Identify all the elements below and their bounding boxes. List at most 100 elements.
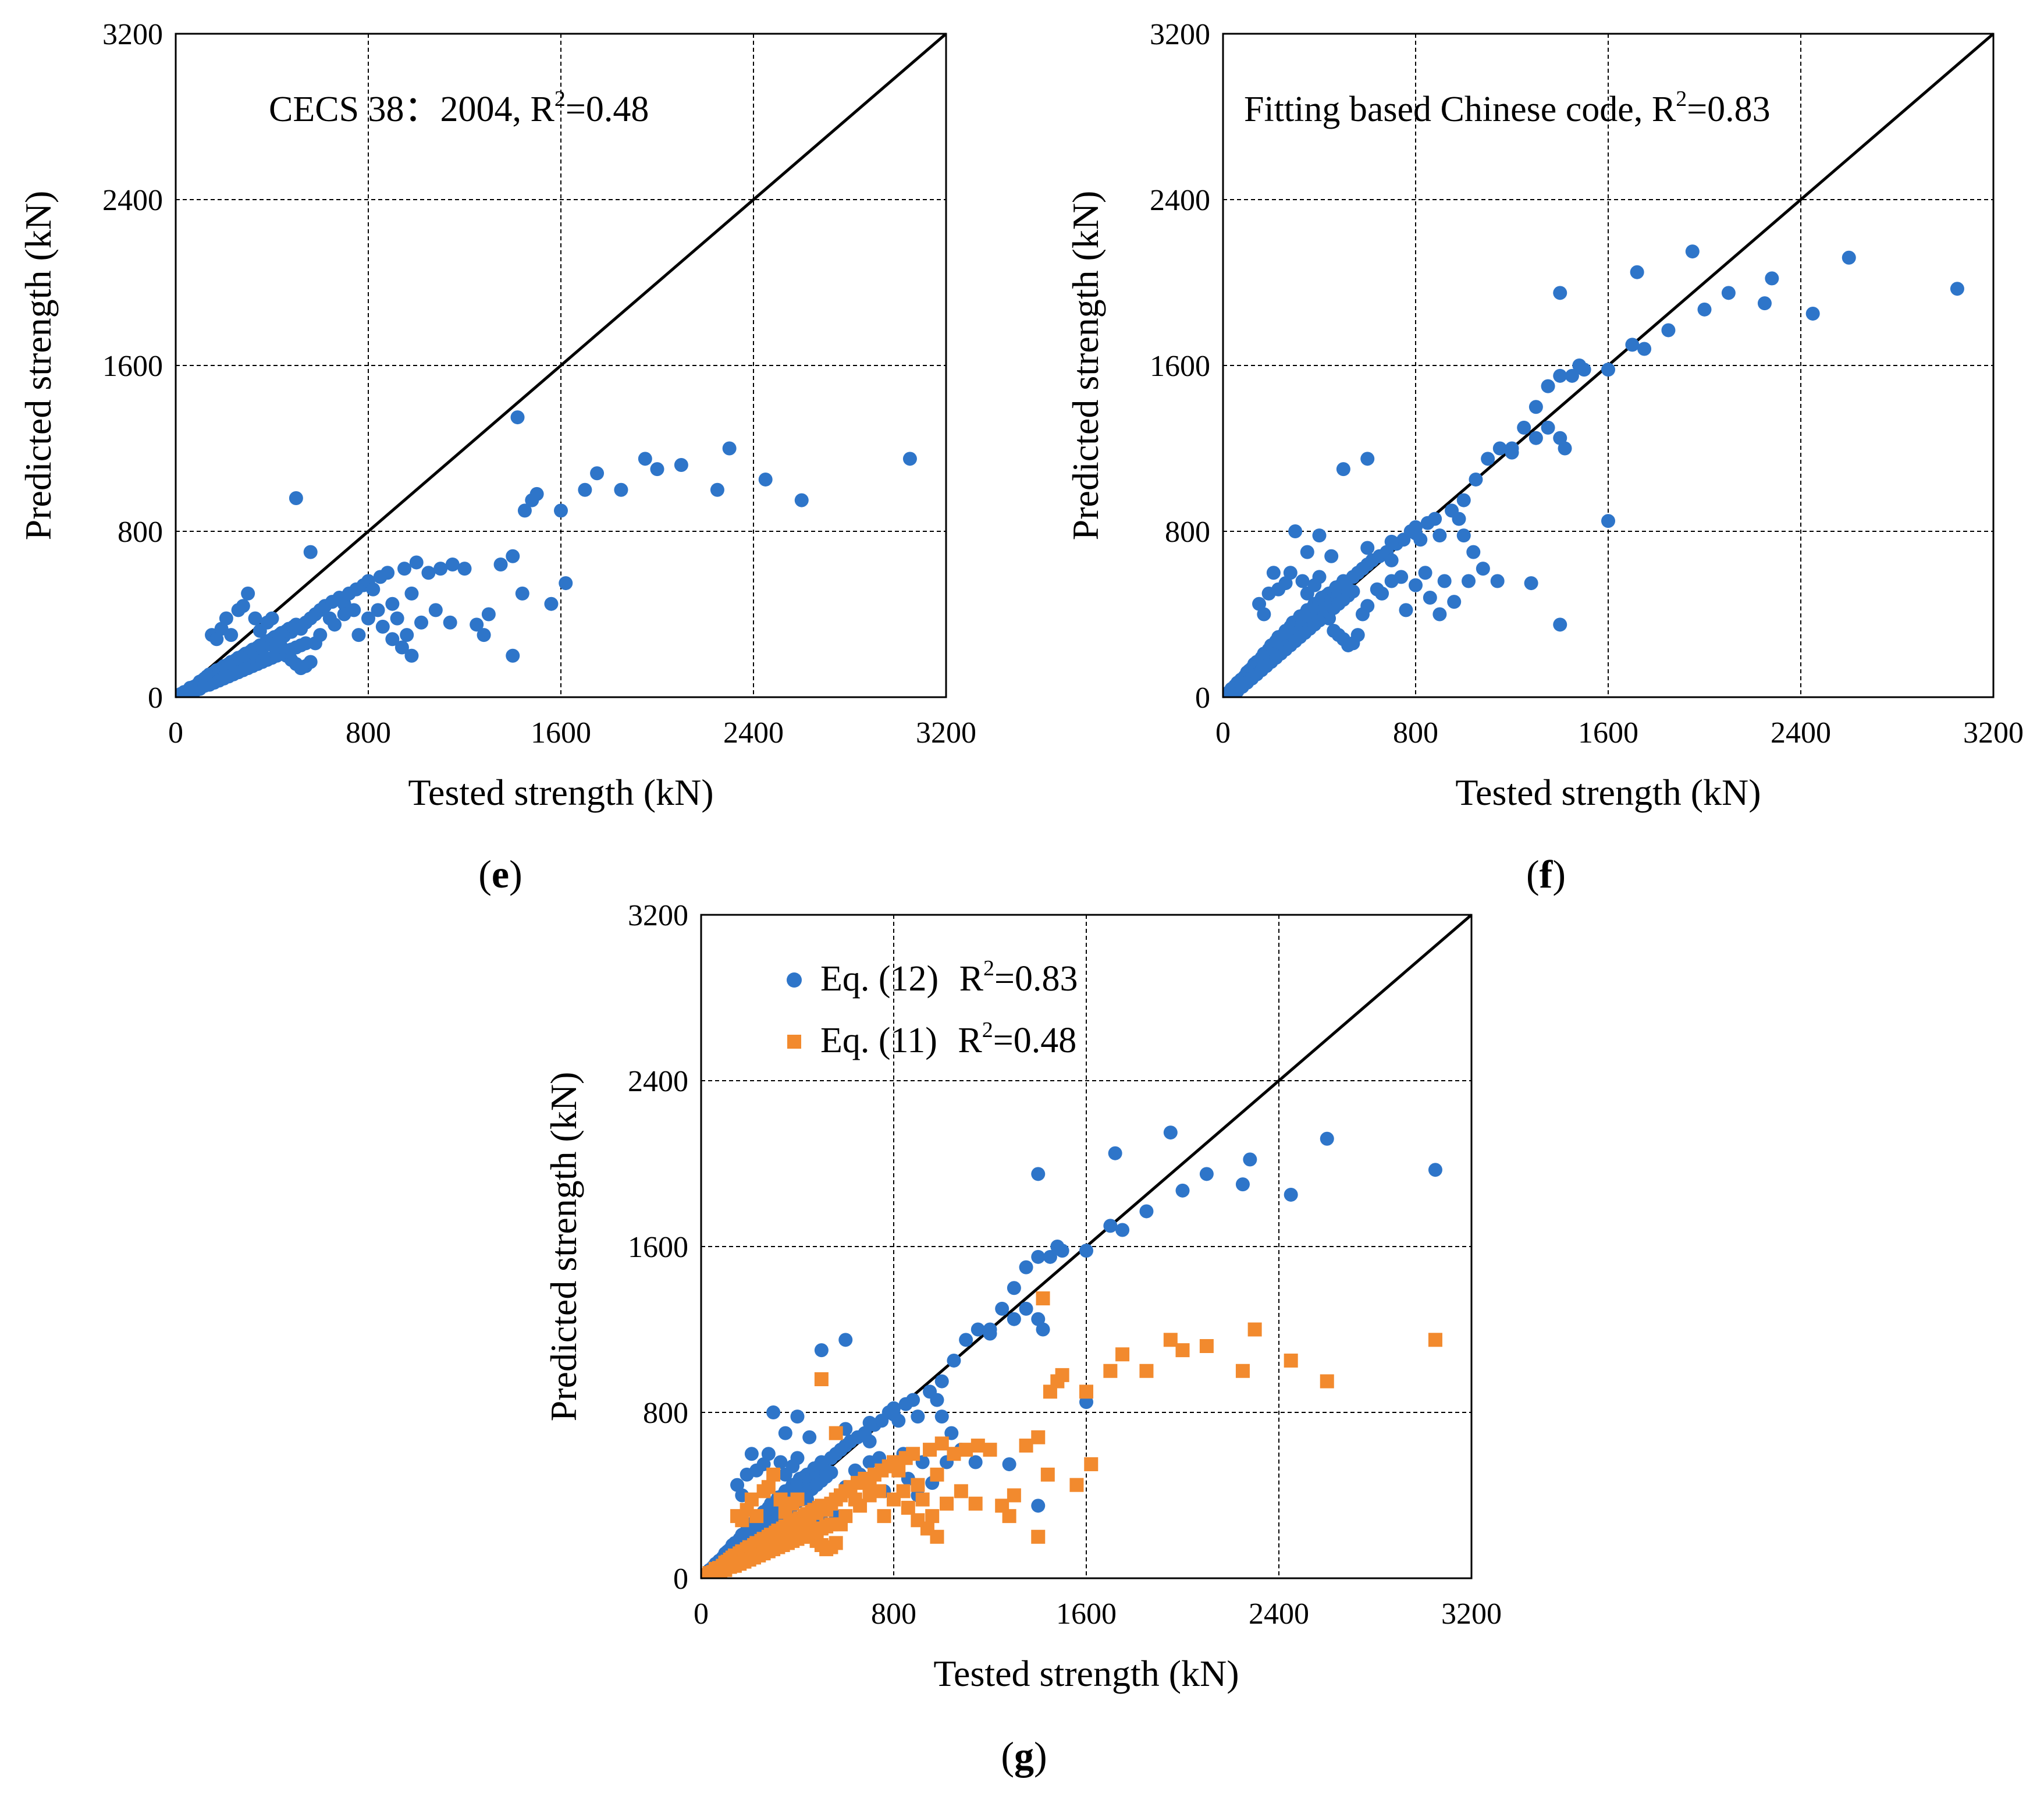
data-point-series-b (1084, 1457, 1099, 1472)
data-point-series-b (923, 1443, 937, 1457)
y-tick-label: 1600 (1150, 350, 1210, 383)
data-point-series-a (1697, 302, 1712, 317)
data-point-series-a (1492, 441, 1507, 456)
y-axis-label: Predicted strength (kN) (543, 1072, 584, 1422)
x-tick-label: 800 (871, 1597, 916, 1631)
data-point-series-b (1235, 1364, 1250, 1378)
data-point-series-a (1469, 472, 1483, 487)
data-point-series-a (983, 1322, 997, 1337)
data-point-series-b (824, 1517, 838, 1532)
legend-label: Eq. (12) R2=0.83 (820, 956, 1078, 999)
data-point-series-a (1031, 1249, 1046, 1264)
data-point-series-a (638, 452, 652, 466)
data-point-series-b (911, 1478, 925, 1492)
data-point-series-a (1765, 271, 1779, 286)
data-point-series-a (303, 655, 318, 669)
data-point-series-a (1452, 512, 1466, 526)
data-point-series-a (995, 1301, 1009, 1316)
data-point-series-a (559, 576, 573, 591)
data-point-series-a (1524, 576, 1538, 591)
data-point-series-a (761, 1447, 776, 1461)
data-point-series-a (1490, 574, 1505, 588)
y-axis-label: Predicted strength (kN) (1065, 191, 1106, 541)
x-tick-label: 3200 (1441, 1597, 1502, 1631)
data-point-series-a (381, 566, 395, 580)
data-point-series-a (1721, 286, 1736, 300)
data-point-series-a (911, 1409, 925, 1424)
data-point-series-a (1409, 578, 1423, 592)
data-point-series-a (1019, 1301, 1033, 1316)
panel-label: (f) (1526, 852, 1566, 896)
data-point-series-a (1428, 1163, 1442, 1177)
data-point-series-a (371, 603, 385, 617)
annotation-text: Fitting based Chinese code, R2=0.83 (1244, 87, 1771, 129)
data-point-series-a (814, 1343, 829, 1358)
data-point-series-b (968, 1496, 983, 1511)
data-point-series-a (241, 586, 255, 601)
data-point-series-a (1466, 545, 1481, 559)
y-tick-label: 3200 (102, 18, 163, 51)
data-point-series-a (1043, 1249, 1057, 1264)
data-point-series-b (829, 1536, 843, 1550)
data-point-series-a (1312, 570, 1327, 584)
data-point-series-a (1456, 493, 1471, 507)
x-tick-label: 3200 (916, 716, 976, 750)
data-point-series-a (1661, 323, 1676, 338)
data-point-series-a (766, 1405, 781, 1419)
x-axis-label: Tested strength (kN) (933, 1653, 1239, 1694)
data-point-series-b (1163, 1333, 1178, 1347)
data-point-series-b (1247, 1322, 1262, 1337)
plot-frame (175, 33, 947, 698)
data-point-series-a (1324, 549, 1339, 563)
data-point-series-a (248, 611, 262, 626)
data-point-series-a (1630, 265, 1644, 279)
data-point-series-a (730, 1478, 745, 1492)
data-point-series-a (1271, 582, 1286, 597)
data-point-series-a (1541, 420, 1555, 435)
data-point-series-b (1199, 1339, 1214, 1353)
data-point-series-a (385, 632, 400, 647)
data-point-series-a (578, 482, 592, 497)
data-point-series-a (1423, 591, 1437, 605)
data-point-series-a (802, 1430, 817, 1444)
data-point-series-a (902, 452, 917, 466)
chart-g: 0 800 1600 2400 3200 0 800 1600 2400 3200 Tested s… (543, 899, 1502, 1778)
data-point-series-a (1360, 452, 1375, 466)
x-tick-label: 800 (1393, 716, 1438, 750)
data-point-series-a (1235, 1177, 1250, 1192)
y-tick-label: 0 (1195, 681, 1210, 715)
data-point-series-a (1036, 1322, 1050, 1337)
data-point-series-a (493, 558, 508, 571)
data-point-series-a (445, 558, 460, 571)
data-point-series-a (421, 566, 436, 580)
y-tick-label: 3200 (1150, 18, 1210, 51)
data-point-series-a (298, 636, 313, 651)
y-tick-label: 800 (118, 516, 163, 549)
data-point-series-a (1447, 595, 1462, 609)
data-point-series-b (1115, 1347, 1130, 1362)
data-point-series-a (328, 617, 342, 632)
x-tick-label: 2400 (1249, 1597, 1309, 1631)
data-point-series-a (1462, 574, 1476, 588)
data-point-series-a (1300, 545, 1314, 559)
data-point-series-a (265, 611, 279, 626)
data-point-series-b (1139, 1364, 1154, 1378)
data-point-series-a (1456, 528, 1471, 543)
data-point-series-b (1103, 1364, 1118, 1378)
data-point-series-b (872, 1484, 887, 1499)
data-point-series-a (1283, 566, 1298, 580)
data-point-series-b (756, 1484, 771, 1499)
data-point-series-a (1257, 607, 1271, 622)
data-point-series-a (959, 1333, 973, 1347)
data-point-series-a (1394, 570, 1409, 584)
data-point-series-a (1558, 441, 1572, 456)
y-tick-label: 800 (643, 1397, 688, 1430)
y-tick-label: 1600 (102, 350, 163, 383)
data-point-series-a (529, 487, 544, 501)
data-point-series-b (1428, 1333, 1442, 1347)
data-point-series-a (650, 462, 664, 477)
data-point-series-a (1565, 368, 1579, 383)
legend-marker (787, 972, 802, 988)
x-tick-label: 2400 (723, 716, 784, 750)
